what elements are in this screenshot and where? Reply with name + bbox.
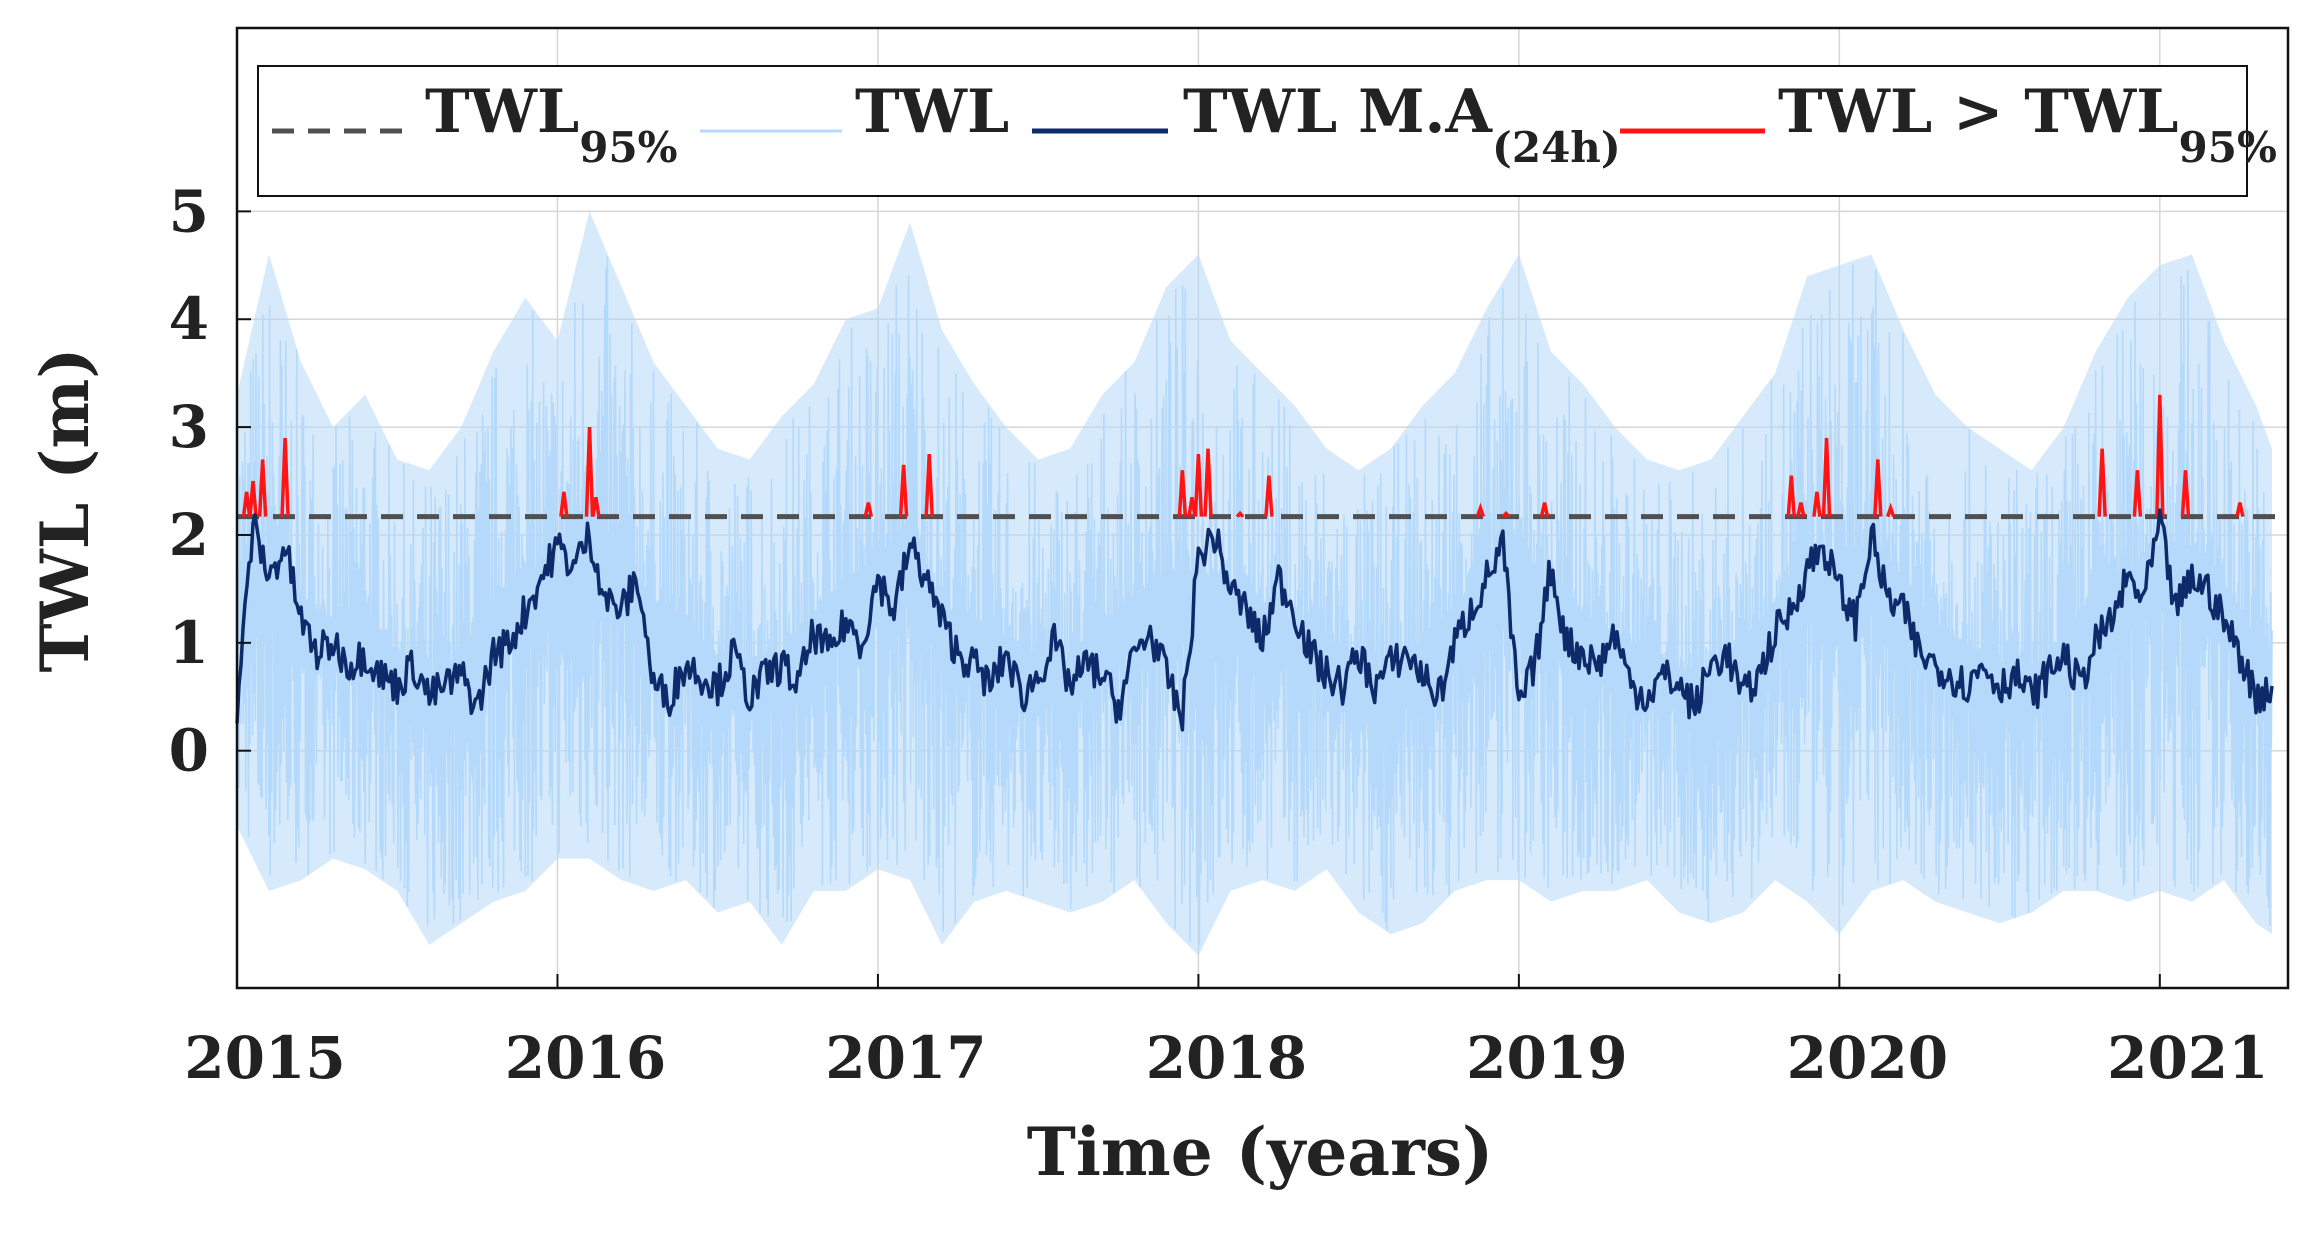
legend-label-main: TWL	[425, 77, 579, 147]
exceedance-spike	[2235, 502, 2245, 517]
legend-label-subscript: (24h)	[1492, 123, 1621, 172]
legend-label: TWL > TWL95%	[1778, 77, 2277, 172]
y-axis-ticks: 0 1 2 3 4 5	[169, 177, 251, 785]
y-tick-label: 4	[169, 285, 209, 353]
legend-item-twl: TWL	[700, 77, 1009, 147]
legend-box	[257, 65, 2248, 197]
exceedance-spike	[1177, 470, 1188, 517]
exceedance-spike	[1796, 502, 1806, 517]
y-tick-label: 0	[169, 717, 209, 785]
exceedance-series	[241, 394, 2245, 518]
x-tick-label: 2017	[825, 1024, 986, 1092]
ma-line	[235, 508, 2274, 732]
x-tick-label: 2021	[2107, 1024, 2268, 1092]
exceedance-spike	[1475, 502, 1486, 518]
exceedance-spike	[591, 496, 601, 517]
x-tick-label: 2019	[1466, 1024, 1627, 1092]
legend-label: TWL	[855, 77, 1009, 147]
y-tick-label: 2	[169, 501, 209, 569]
plot-frame	[235, 26, 2290, 990]
exceedance-spike	[559, 491, 569, 517]
exceedance-spike	[1501, 510, 1511, 518]
legend-label-main: TWL	[855, 77, 1009, 147]
x-axis-ticks: 2015 2016 2017 2018 2019 2020 2021	[184, 974, 2269, 1092]
exceedance-spike	[1203, 448, 1213, 517]
y-tick-label: 1	[169, 609, 209, 677]
x-tick-label: 2020	[1787, 1024, 1948, 1092]
exceedance-spike	[1235, 510, 1245, 518]
x-tick-label: 2015	[184, 1024, 345, 1092]
legend-item-exceed: TWL > TWL95%	[1620, 77, 2277, 172]
exceedance-spike	[584, 427, 595, 517]
x-axis-label: Time (years)	[1027, 1113, 1493, 1191]
legend-label-subscript: 95%	[579, 123, 677, 172]
legend-item-p95: TWL95%	[272, 77, 678, 172]
exceedance-spike	[280, 437, 290, 517]
x-tick-label: 2018	[1146, 1024, 1307, 1092]
x-tick-label: 2016	[505, 1024, 666, 1092]
exceedance-spike	[2132, 470, 2143, 517]
exceedance-spike	[898, 464, 909, 517]
exceedance-spike	[1786, 475, 1797, 517]
legend-item-ma: TWL M.A(24h)	[1032, 77, 1621, 172]
legend-label-main: TWL M.A	[1183, 77, 1493, 147]
legend-label: TWL95%	[425, 77, 678, 172]
exceedance-spike	[2180, 470, 2191, 517]
y-axis-label: TWL (m)	[26, 348, 104, 673]
exceedance-spike	[1539, 502, 1550, 517]
twl-moving-average-series	[235, 508, 2274, 732]
exceedance-spike	[248, 480, 258, 517]
exceedance-spike	[241, 491, 252, 517]
exceedance-spike	[924, 453, 934, 517]
y-tick-label: 5	[169, 177, 209, 245]
legend-label-main: TWL > TWL	[1778, 77, 2179, 147]
exceedance-spike	[1821, 437, 1832, 517]
legend-label: TWL M.A(24h)	[1183, 77, 1621, 172]
exceedance-spike	[1812, 491, 1822, 517]
legend-label-subscript: 95%	[2179, 123, 2277, 172]
twl-line	[236, 256, 2273, 946]
legend: TWL95%TWL TWL M.A(24h)TWL > TWL95%	[257, 65, 2277, 197]
exceedance-spike	[2155, 394, 2165, 517]
exceedance-spike	[257, 459, 268, 517]
twl-series	[236, 211, 2273, 956]
exceedance-spike	[2097, 448, 2107, 517]
exceedance-spike	[1264, 475, 1274, 517]
exceedance-spike	[1885, 502, 1896, 518]
exceedance-spike	[863, 502, 874, 517]
exceedance-spike	[1873, 459, 1883, 517]
y-tick-label: 3	[169, 393, 209, 461]
exceedance-spike	[1193, 453, 1204, 517]
